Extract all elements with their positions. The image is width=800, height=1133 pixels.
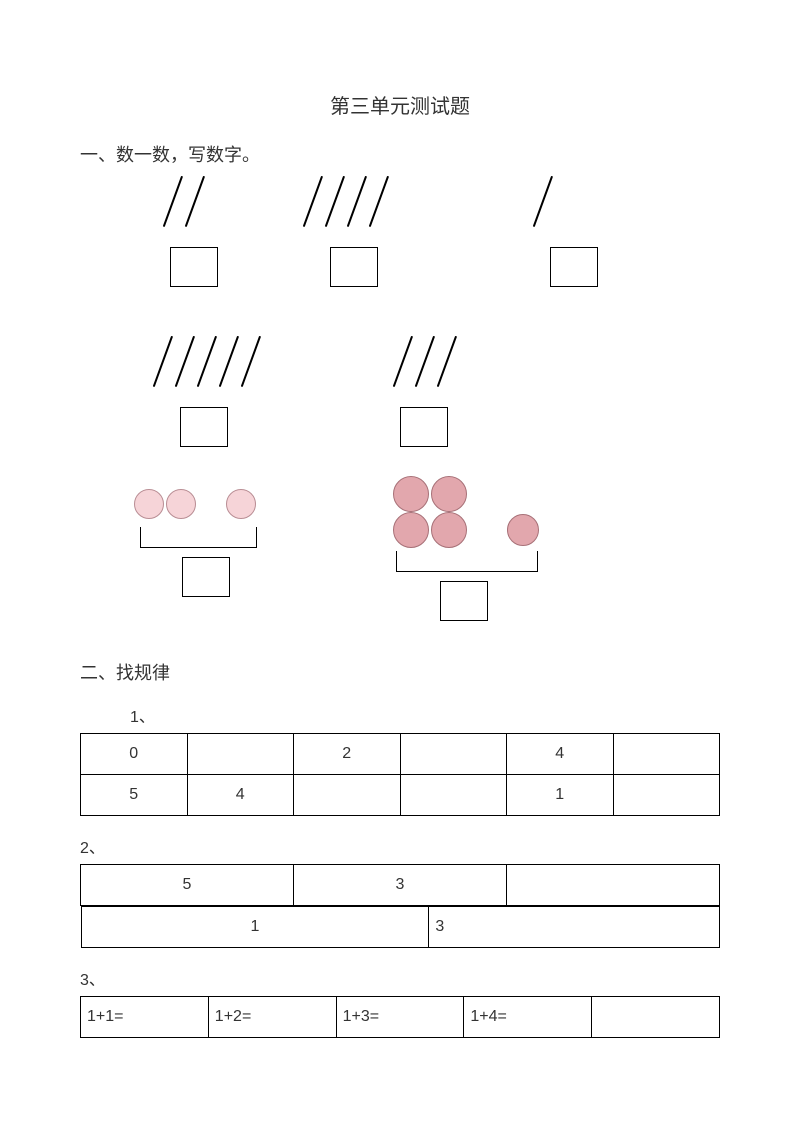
table-cell[interactable]: 1+3= bbox=[336, 997, 464, 1038]
tally-group bbox=[390, 335, 460, 397]
table-cell[interactable] bbox=[294, 775, 401, 816]
circle-row bbox=[80, 485, 720, 655]
table-cell: 2 bbox=[294, 734, 401, 775]
section-2-heading: 二、找规律 bbox=[80, 659, 720, 685]
circle-icon bbox=[226, 489, 256, 519]
bracket bbox=[140, 527, 257, 548]
table-cell[interactable] bbox=[613, 775, 720, 816]
table-cell[interactable]: 1+4= bbox=[464, 997, 592, 1038]
answer-box[interactable] bbox=[180, 407, 228, 447]
tally-row-1 bbox=[80, 175, 720, 335]
tally-icon bbox=[530, 175, 556, 232]
table-cell: 4 bbox=[187, 775, 294, 816]
circle-icon bbox=[393, 476, 429, 512]
answer-box[interactable] bbox=[400, 407, 448, 447]
table-cell[interactable] bbox=[592, 997, 720, 1038]
pattern-table-1: 024541 bbox=[80, 733, 720, 816]
table-cell: 3 bbox=[294, 865, 507, 906]
tally-icon bbox=[150, 335, 264, 392]
table-cell[interactable] bbox=[400, 775, 507, 816]
table1-label: 1、 bbox=[130, 703, 720, 727]
table-cell[interactable] bbox=[613, 734, 720, 775]
table-cell: 5 bbox=[81, 775, 188, 816]
pattern-table-2: 5313 bbox=[80, 864, 720, 948]
circle-icon bbox=[431, 476, 467, 512]
table-cell[interactable] bbox=[187, 734, 294, 775]
table-cell[interactable] bbox=[400, 734, 507, 775]
circle-icon bbox=[507, 514, 539, 546]
circle-icon bbox=[166, 489, 196, 519]
table-cell: 1 bbox=[81, 907, 429, 948]
bracket bbox=[396, 551, 538, 572]
answer-box[interactable] bbox=[440, 581, 488, 621]
tally-icon bbox=[300, 175, 392, 232]
answer-box[interactable] bbox=[330, 247, 378, 287]
table2-label: 2、 bbox=[80, 834, 720, 858]
page-title: 第三单元测试题 bbox=[80, 90, 720, 119]
circle-icon bbox=[393, 512, 429, 548]
circle-icon bbox=[431, 512, 467, 548]
table-cell[interactable]: 1+1= bbox=[81, 997, 209, 1038]
table-cell: 0 bbox=[81, 734, 188, 775]
tally-row-2 bbox=[80, 335, 720, 485]
tally-group bbox=[160, 175, 208, 237]
answer-box[interactable] bbox=[182, 557, 230, 597]
tally-icon bbox=[160, 175, 208, 232]
circle-icon bbox=[134, 489, 164, 519]
table-cell: 3 bbox=[429, 907, 719, 948]
tally-icon bbox=[390, 335, 460, 392]
table-cell: 4 bbox=[507, 734, 614, 775]
section-1-heading: 一、数一数，写数字。 bbox=[80, 141, 720, 167]
table-cell: 5 bbox=[81, 865, 294, 906]
table-cell: 1 bbox=[507, 775, 614, 816]
tally-group bbox=[300, 175, 392, 237]
tally-group bbox=[530, 175, 556, 237]
answer-box[interactable] bbox=[170, 247, 218, 287]
table-cell[interactable] bbox=[507, 865, 720, 906]
answer-box[interactable] bbox=[550, 247, 598, 287]
table-cell[interactable]: 1+2= bbox=[208, 997, 336, 1038]
pattern-table-3: 1+1=1+2=1+3=1+4= bbox=[80, 996, 720, 1038]
table3-label: 3、 bbox=[80, 966, 720, 990]
tally-group bbox=[150, 335, 264, 397]
